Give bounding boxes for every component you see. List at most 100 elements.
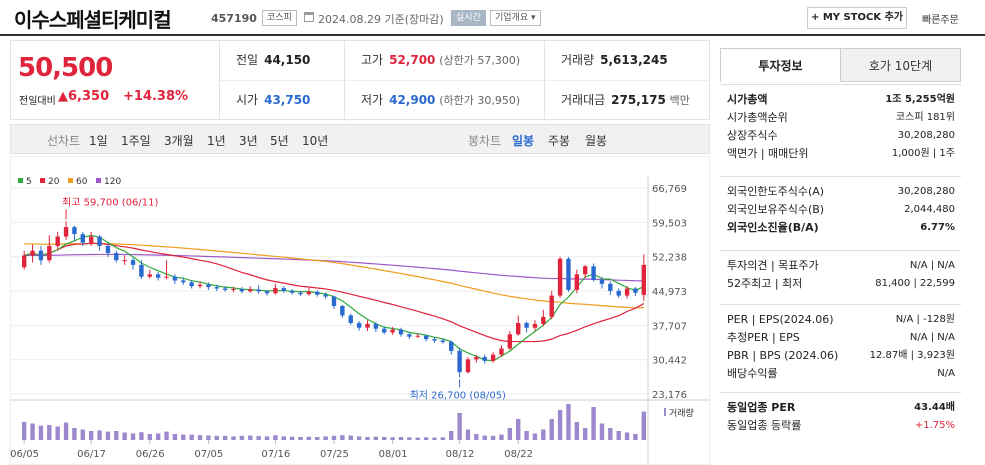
ma-line-20 xyxy=(24,242,645,343)
info-row-value: 12.87배 | 3,923원 xyxy=(869,350,955,361)
candle-body xyxy=(55,236,60,246)
volume-bar xyxy=(549,419,554,440)
candle-body xyxy=(306,291,312,295)
candle-body xyxy=(47,245,52,261)
volume-bar xyxy=(365,437,370,440)
tab-monthly[interactable]: 월봉 xyxy=(585,134,608,148)
ma-line-120 xyxy=(24,253,644,282)
candle-body xyxy=(616,290,621,296)
quick-order-link[interactable]: 빠른주문 xyxy=(922,15,959,26)
volume-bar xyxy=(114,431,119,440)
volume-bar xyxy=(214,435,219,440)
candle-body xyxy=(365,323,370,328)
info-row-value: N/A xyxy=(937,368,955,379)
tab-1w[interactable]: 1주일 xyxy=(121,134,151,148)
candle-body xyxy=(172,276,178,281)
candle-body xyxy=(608,283,613,291)
volume-bar xyxy=(407,437,412,440)
volume-bar xyxy=(348,435,353,440)
stat-prev: 전일 44,150 xyxy=(220,41,345,81)
volume-bar xyxy=(164,431,169,440)
candle-body xyxy=(524,323,529,328)
tab-weekly[interactable]: 주봉 xyxy=(548,134,571,148)
stock-code: 457190 xyxy=(211,12,257,25)
volume-bar xyxy=(390,437,395,440)
y-tick-label: 37,707 xyxy=(652,321,687,332)
info-row: 추정PER | EPS N/A | N/A xyxy=(727,329,955,347)
x-tick-label: 07/05 xyxy=(194,449,223,460)
info-row: 동일업종 등락률 +1.75% xyxy=(727,417,955,435)
live-badge[interactable]: 실시간 xyxy=(451,10,486,26)
volume-bar xyxy=(298,437,303,440)
candle-body xyxy=(323,294,328,297)
ma-line-60 xyxy=(24,242,644,309)
candle-body xyxy=(114,253,119,261)
volume-bar xyxy=(315,437,320,440)
candle-body xyxy=(197,284,203,287)
candle-body xyxy=(21,255,27,268)
volume-bar xyxy=(130,433,136,440)
info-row-label: 외국인한도주식수(A) xyxy=(727,185,825,198)
candle-body xyxy=(449,341,454,351)
candle-body xyxy=(474,357,479,360)
tab-3m[interactable]: 3개월 xyxy=(164,134,194,148)
volume-bar xyxy=(172,434,178,440)
candle-body xyxy=(222,288,228,290)
volume-bar xyxy=(222,435,228,440)
candle-body xyxy=(63,227,69,237)
price-stats: 전일 44,150 고가 52,700 (상한가 57,300) 거래량 5,613,… xyxy=(220,40,710,121)
info-panel: 투자정보 호가 10단계 시가총액 1조 5,255억원 시가총액순위 코스피 181… xyxy=(720,40,973,465)
info-row: 외국인소진율(B/A) 6.77% xyxy=(727,219,955,237)
tab-1y[interactable]: 1년 xyxy=(207,134,226,148)
candle-body xyxy=(105,245,111,254)
candle-body xyxy=(599,280,605,284)
candle-body xyxy=(507,334,513,349)
x-tick-label: 06/05 xyxy=(10,449,39,460)
info-row-label: PBR | BPS (2024.06) xyxy=(727,349,839,362)
tab-daily[interactable]: 일봉 xyxy=(512,134,535,148)
ma-legend-swatch xyxy=(18,178,23,183)
info-row-label: 외국인보유주식수(B) xyxy=(727,203,825,216)
info-row-value: 30,208,280 xyxy=(897,186,955,197)
candle-body xyxy=(382,328,387,333)
tab-1d[interactable]: 1일 xyxy=(89,134,108,148)
tab-3y[interactable]: 3년 xyxy=(239,134,258,148)
volume-bar xyxy=(80,429,85,440)
volume-bar xyxy=(541,429,546,440)
volume-bar xyxy=(105,431,111,440)
y-tick-label: 52,238 xyxy=(652,253,687,264)
info-row-value: 1조 5,255억원 xyxy=(885,94,955,105)
ma-legend-label: 5 xyxy=(26,177,32,187)
info-section-rows1 xyxy=(720,84,961,85)
volume-bar xyxy=(608,428,613,440)
volume-bar xyxy=(264,436,270,440)
tab-investment-info[interactable]: 투자정보 xyxy=(720,48,841,82)
info-row-label: 상장주식수 xyxy=(727,129,778,142)
stock-chart[interactable]: 66,769 59,503 52,238 44,973 37,707 30,442 23,1… xyxy=(10,156,710,465)
info-section-rows5 xyxy=(720,392,961,393)
tab-order-book[interactable]: 호가 10단계 xyxy=(840,48,961,82)
volume-bar xyxy=(474,434,479,440)
volume-bar xyxy=(63,422,69,440)
company-info-dropdown[interactable]: 기업개요 ▾ xyxy=(490,10,541,26)
volume-bar xyxy=(423,437,429,440)
volume-bar xyxy=(306,436,312,440)
volume-bar xyxy=(490,435,496,440)
candle-body xyxy=(482,357,487,361)
volume-bar xyxy=(97,430,102,440)
candle-body xyxy=(549,295,554,317)
info-row-value: N/A | -128원 xyxy=(895,314,955,325)
candle-body xyxy=(214,287,219,289)
tab-5y[interactable]: 5년 xyxy=(270,134,289,148)
candle-body xyxy=(30,250,35,256)
candle-body xyxy=(38,250,44,261)
x-tick-label: 06/26 xyxy=(136,449,165,460)
volume-bar xyxy=(591,407,596,440)
volume-bar xyxy=(197,435,203,440)
volume-bar xyxy=(432,437,437,440)
line-chart-header: 선차트 xyxy=(47,134,81,148)
volume-bar xyxy=(47,425,52,440)
tab-10y[interactable]: 10년 xyxy=(302,134,329,148)
ma-legend-swatch xyxy=(96,178,101,183)
my-stock-add-button[interactable]: + MY STOCK 추가 xyxy=(807,7,907,29)
